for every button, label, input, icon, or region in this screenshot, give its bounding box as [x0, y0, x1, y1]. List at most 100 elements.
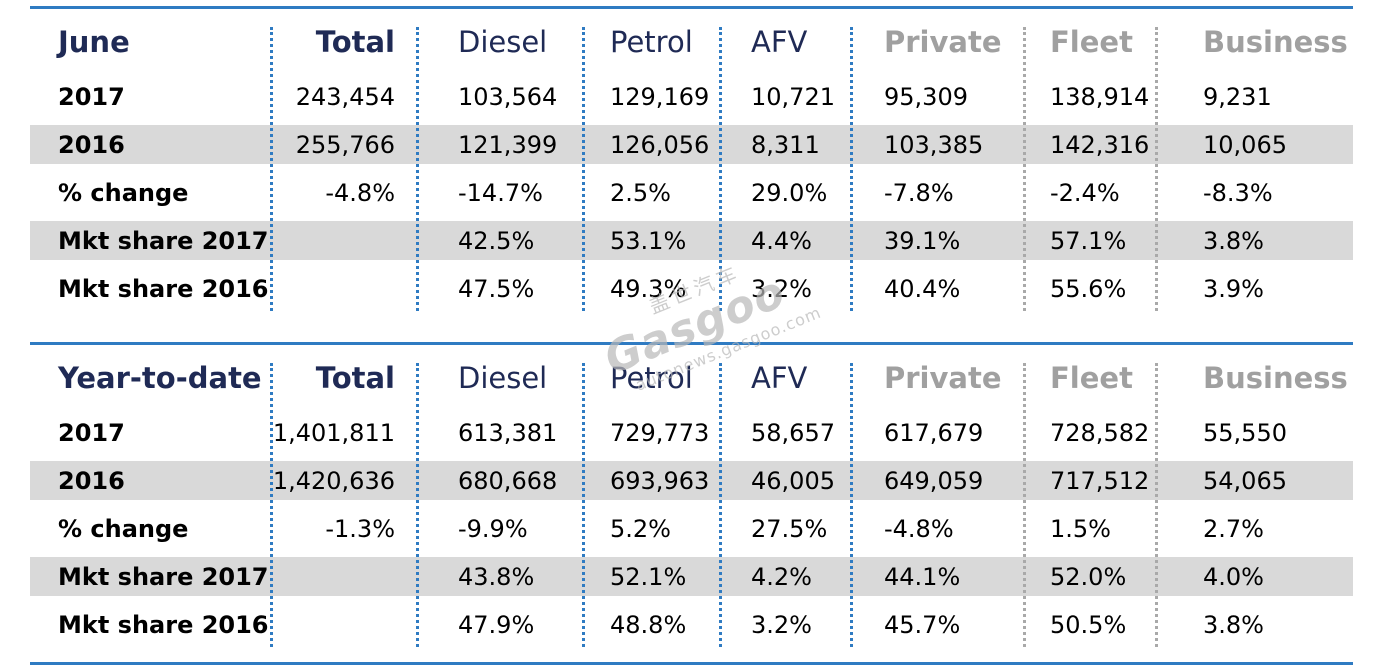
- cell-diesel: 42.5%: [458, 226, 535, 255]
- column-divider: [1155, 27, 1158, 311]
- row-label: Mkt share 2017: [58, 562, 269, 591]
- cell-total: [280, 269, 395, 308]
- cell-afv: 29.0%: [751, 178, 828, 207]
- cell-fleet: 50.5%: [1050, 610, 1127, 639]
- header-business: Business: [1203, 361, 1348, 395]
- column-divider: [719, 27, 722, 311]
- cell-business: 4.0%: [1203, 562, 1264, 591]
- cell-business: 3.9%: [1203, 274, 1264, 303]
- header-afv: AFV: [751, 361, 808, 395]
- column-divider: [1155, 363, 1158, 647]
- cell-private: 44.1%: [884, 562, 961, 591]
- cell-afv: 4.4%: [751, 226, 812, 255]
- cell-petrol: 729,773: [610, 418, 710, 447]
- header-private: Private: [884, 361, 1002, 395]
- cell-total: 243,454: [295, 82, 395, 111]
- cell-private: 649,059: [884, 466, 984, 495]
- table-row: Mkt share 2016 47.9% 48.8% 3.2% 45.7% 50.5% 3.…: [30, 605, 1353, 644]
- cell-diesel: -9.9%: [458, 514, 528, 543]
- cell-petrol: 52.1%: [610, 562, 687, 591]
- june-table: June Total Diesel Petrol AFV Private Fleet Busi…: [30, 9, 1353, 315]
- cell-petrol: 49.3%: [610, 274, 687, 303]
- cell-diesel: 47.9%: [458, 610, 535, 639]
- cell-petrol: 129,169: [610, 82, 710, 111]
- header-total: Total: [315, 25, 395, 59]
- row-label: % change: [58, 178, 189, 207]
- column-divider: [719, 363, 722, 647]
- cell-petrol: 53.1%: [610, 226, 687, 255]
- cell-fleet: -2.4%: [1050, 178, 1120, 207]
- cell-afv: 3.2%: [751, 274, 812, 303]
- cell-total: [280, 605, 395, 644]
- header-fleet: Fleet: [1050, 361, 1133, 395]
- cell-fleet: 57.1%: [1050, 226, 1127, 255]
- cell-diesel: 43.8%: [458, 562, 535, 591]
- cell-fleet: 142,316: [1050, 130, 1150, 159]
- table-row: 2017 1,401,811 613,381 729,773 58,657 617,679…: [30, 413, 1353, 452]
- cell-afv: 58,657: [751, 418, 835, 447]
- cell-diesel: 613,381: [458, 418, 558, 447]
- table-header-row: Year-to-date Total Diesel Petrol AFV Private F…: [30, 345, 1353, 411]
- row-label: 2017: [58, 418, 125, 447]
- column-divider: [850, 363, 853, 647]
- cell-petrol: 5.2%: [610, 514, 671, 543]
- header-business: Business: [1203, 25, 1348, 59]
- cell-private: 103,385: [884, 130, 984, 159]
- header-total: Total: [315, 361, 395, 395]
- column-divider: [270, 27, 273, 311]
- cell-fleet: 55.6%: [1050, 274, 1127, 303]
- cell-private: 40.4%: [884, 274, 961, 303]
- header-fleet: Fleet: [1050, 25, 1133, 59]
- cell-private: 39.1%: [884, 226, 961, 255]
- cell-diesel: -14.7%: [458, 178, 543, 207]
- header-afv: AFV: [751, 25, 808, 59]
- cell-business: -8.3%: [1203, 178, 1273, 207]
- row-label: 2017: [58, 82, 125, 111]
- cell-diesel: 47.5%: [458, 274, 535, 303]
- header-label: Year-to-date: [58, 361, 262, 395]
- table-row: 2016 1,420,636 680,668 693,963 46,005 649,059…: [30, 461, 1353, 500]
- cell-total: [280, 557, 395, 596]
- cell-business: 9,231: [1203, 82, 1272, 111]
- cell-diesel: 121,399: [458, 130, 558, 159]
- cell-fleet: 717,512: [1050, 466, 1150, 495]
- cell-business: 3.8%: [1203, 226, 1264, 255]
- row-label: Mkt share 2016: [58, 610, 269, 639]
- column-divider: [416, 27, 419, 311]
- column-divider: [582, 27, 585, 311]
- table-row: Mkt share 2017 42.5% 53.1% 4.4% 39.1% 57.1% 3.…: [30, 221, 1353, 260]
- cell-fleet: 1.5%: [1050, 514, 1111, 543]
- cell-business: 10,065: [1203, 130, 1287, 159]
- column-divider: [582, 363, 585, 647]
- header-private: Private: [884, 25, 1002, 59]
- cell-diesel: 680,668: [458, 466, 558, 495]
- header-diesel: Diesel: [458, 361, 548, 395]
- top-rule: [30, 6, 1353, 9]
- cell-afv: 3.2%: [751, 610, 812, 639]
- header-petrol: Petrol: [610, 25, 693, 59]
- bottom-rule: [30, 662, 1353, 665]
- header-petrol: Petrol: [610, 361, 693, 395]
- cell-afv: 10,721: [751, 82, 835, 111]
- header-label: June: [58, 25, 130, 59]
- row-label: 2016: [58, 466, 125, 495]
- row-label: % change: [58, 514, 189, 543]
- column-divider: [1023, 363, 1026, 647]
- column-divider: [270, 363, 273, 647]
- cell-total: -4.8%: [325, 178, 395, 207]
- ytd-table: Year-to-date Total Diesel Petrol AFV Private F…: [30, 345, 1353, 651]
- cell-fleet: 728,582: [1050, 418, 1150, 447]
- cell-fleet: 52.0%: [1050, 562, 1127, 591]
- table-row: % change -1.3% -9.9% 5.2% 27.5% -4.8% 1.5% 2.7%: [30, 509, 1353, 548]
- cell-business: 54,065: [1203, 466, 1287, 495]
- cell-private: -7.8%: [884, 178, 954, 207]
- cell-petrol: 693,963: [610, 466, 710, 495]
- cell-business: 55,550: [1203, 418, 1287, 447]
- cell-private: 45.7%: [884, 610, 961, 639]
- cell-total: 255,766: [295, 130, 395, 159]
- cell-private: 95,309: [884, 82, 968, 111]
- row-label: Mkt share 2017: [58, 226, 269, 255]
- cell-business: 2.7%: [1203, 514, 1264, 543]
- table-row: Mkt share 2016 47.5% 49.3% 3.2% 40.4% 55.6% 3.…: [30, 269, 1353, 308]
- table-row: Mkt share 2017 43.8% 52.1% 4.2% 44.1% 52.0% 4.…: [30, 557, 1353, 596]
